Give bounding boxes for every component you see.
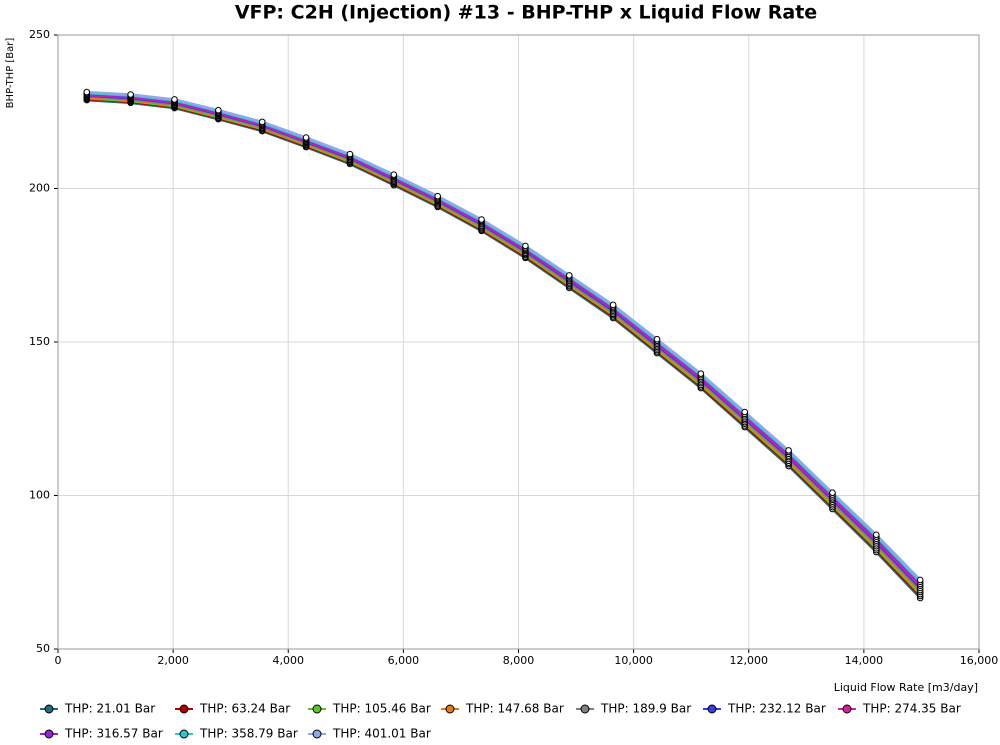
series-line: [86, 93, 922, 587]
x-tick-label: 10,000: [614, 654, 653, 667]
data-point: [258, 118, 266, 126]
y-tick-label: 50: [36, 642, 50, 655]
legend-label: THP: 147.68 Bar: [465, 702, 564, 716]
legend-marker: [44, 704, 54, 714]
legend-label: THP: 358.79 Bar: [199, 727, 298, 741]
x-tick-label: 2,000: [157, 654, 189, 667]
data-point: [697, 370, 705, 377]
data-point: [302, 134, 310, 141]
legend-marker: [44, 729, 54, 739]
legend-marker: [580, 704, 590, 714]
data-point: [478, 216, 485, 223]
chart-title: VFP: C2H (Injection) #13 - BHP-THP x Liq…: [235, 2, 817, 24]
data-point: [565, 272, 573, 279]
data-point: [785, 447, 792, 454]
legend-label: THP: 21.01 Bar: [64, 702, 155, 716]
data-point: [916, 576, 924, 584]
legend-marker: [179, 704, 189, 714]
legend-marker: [179, 729, 189, 739]
data-point: [522, 242, 529, 250]
data-point: [434, 192, 441, 200]
series-line: [86, 98, 922, 599]
series-line: [86, 97, 922, 597]
data-point: [741, 408, 749, 416]
legend-marker: [312, 704, 322, 714]
x-tick-label: 16,000: [960, 654, 999, 667]
x-tick-label: 6,000: [388, 654, 420, 667]
data-point: [873, 531, 880, 539]
legend-label: THP: 316.57 Bar: [64, 727, 163, 741]
x-tick-label: 0: [55, 654, 62, 667]
y-axis-label: BHP-THP [Bar]: [5, 38, 16, 109]
legend-marker: [312, 729, 322, 739]
legend-label: THP: 63.24 Bar: [199, 702, 290, 716]
y-tick-label: 250: [29, 28, 50, 41]
data-point: [390, 171, 398, 178]
series-line: [86, 95, 922, 591]
x-axis-label: Liquid Flow Rate [m3/day]: [834, 681, 978, 694]
legend-marker: [707, 704, 717, 714]
legend-label: THP: 105.46 Bar: [332, 702, 431, 716]
series-line: [86, 96, 922, 595]
series-line: [86, 92, 922, 585]
data-point: [215, 106, 222, 114]
x-tick-label: 8,000: [503, 654, 535, 667]
legend-label: THP: 232.12 Bar: [727, 702, 826, 716]
y-tick-label: 150: [29, 335, 50, 348]
legend-label: THP: 189.9 Bar: [600, 702, 691, 716]
y-tick-label: 100: [29, 489, 50, 502]
data-point: [346, 150, 354, 158]
plot-frame: [57, 34, 980, 650]
series-line: [86, 90, 922, 581]
x-tick-label: 12,000: [730, 654, 769, 667]
series-line: [86, 91, 922, 583]
data-point: [609, 301, 617, 309]
legend-marker: [842, 704, 852, 714]
y-tick-label: 200: [29, 182, 50, 195]
series-line: [86, 96, 922, 593]
data-point: [653, 335, 661, 343]
legend-marker: [445, 704, 455, 714]
data-point: [127, 91, 134, 98]
data-point: [171, 96, 178, 103]
data-point: [829, 489, 836, 497]
legend-label: THP: 401.01 Bar: [332, 727, 431, 741]
x-tick-label: 14,000: [845, 654, 884, 667]
data-point: [83, 88, 91, 96]
legend-label: THP: 274.35 Bar: [862, 702, 961, 716]
x-tick-label: 4,000: [273, 654, 305, 667]
